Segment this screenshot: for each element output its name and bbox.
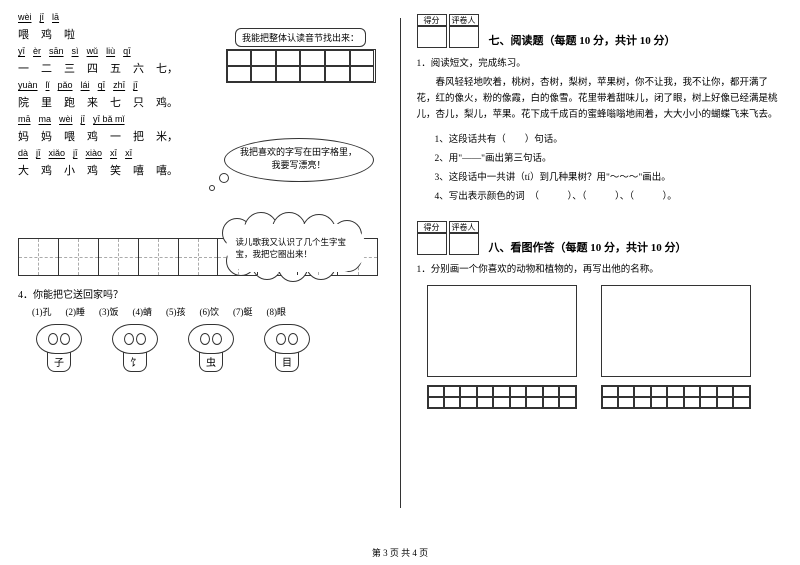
mushroom-icon: 目 — [264, 324, 310, 372]
draw-box — [427, 285, 577, 377]
page-footer: 第 3 页 共 4 页 — [0, 546, 800, 559]
reading-q4: 4、写出表示颜色的词 （ ）、（ ）、（ ）。 — [435, 189, 783, 205]
drawing-area — [427, 285, 783, 409]
q4-title: 4．你能把它送回家吗？ — [18, 286, 384, 301]
reading-q2: 2、用"——"画出第三句话。 — [435, 151, 783, 167]
reading-title: 1．阅读短文，完成练习。 — [417, 56, 783, 72]
right-column: 得分 评卷人 七、阅读题（每题 10 分，共计 10 分） 1．阅读短文，完成练… — [417, 8, 783, 530]
left-column: wèijīlā 喂鸡啦 yīèrsānsìwǔliùqī 一二三四五六七， yu… — [18, 8, 384, 530]
reading-q3: 3、这段话中一共讲（tí）到几种果树？用"～～～"画出。 — [435, 170, 783, 186]
question-4: 4．你能把它送回家吗？ (1)孔 (2)睡 (3)饭 (4)蜻 (5)孩 (6)… — [18, 286, 384, 372]
draw-box — [601, 285, 751, 377]
mushroom-icon: 子 — [36, 324, 82, 372]
bubble-2-text: 我把喜欢的字写在田字格里，我要写漂亮！ — [240, 147, 357, 170]
draw-group-animal — [427, 285, 577, 409]
bubble-1-label: 我能把整体认读音节找出来： — [235, 28, 366, 47]
pinyin: wèi — [18, 12, 32, 22]
speech-tail-icon — [209, 185, 215, 191]
reading-body: 春风轻轻地吹着，桃树，杏树，梨树，苹果树，你不让我，我不让你，都开满了花，红的像… — [417, 75, 783, 123]
bubble-1: 我能把整体认读音节找出来： — [218, 28, 384, 83]
score-block-8: 得分 评卷人 八、看图作答（每题 10 分，共计 10 分） — [417, 221, 783, 255]
small-answer-grid — [226, 49, 376, 83]
page-container: wèijīlā 喂鸡啦 yīèrsānsìwǔliùqī 一二三四五六七， yu… — [0, 0, 800, 530]
column-divider — [400, 18, 401, 508]
poem-block: wèijīlā 喂鸡啦 yīèrsānsìwǔliùqī 一二三四五六七， yu… — [18, 12, 198, 178]
mushroom-row: 子 饣 虫 目 — [36, 324, 384, 372]
draw-group-plant — [601, 285, 751, 409]
section-8-title: 八、看图作答（每题 10 分，共计 10 分） — [489, 239, 687, 255]
write-grid — [601, 385, 751, 409]
bubble-2: 我把喜欢的字写在田字格里，我要写漂亮！ — [224, 138, 374, 182]
section-7-title: 七、阅读题（每题 10 分，共计 10 分） — [489, 32, 676, 48]
hanzi: 喂 — [18, 29, 29, 41]
speech-tail-icon — [219, 173, 229, 183]
reading-block: 1．阅读短文，完成练习。 春风轻轻地吹着，桃树，杏树，梨树，苹果树，你不让我，我… — [417, 56, 783, 205]
score-block-7: 得分 评卷人 七、阅读题（每题 10 分，共计 10 分） — [417, 14, 783, 48]
bubble-3: 读儿歌我又认识了几个生字宝宝，我把它圈出来！ — [216, 218, 376, 278]
reading-q1: 1、这段话共有（ ）句话。 — [435, 132, 783, 148]
write-grid — [427, 385, 577, 409]
q8-text: 1．分别画一个你喜欢的动物和植物的，再写出他的名称。 — [417, 261, 783, 275]
mushroom-icon: 饣 — [112, 324, 158, 372]
bubble-3-text: 读儿歌我又认识了几个生字宝宝，我把它圈出来！ — [226, 224, 366, 272]
q4-items: (1)孔 (2)睡 (3)饭 (4)蜻 (5)孩 (6)饮 (7)蜓 (8)眼 — [32, 305, 384, 318]
mushroom-icon: 虫 — [188, 324, 234, 372]
